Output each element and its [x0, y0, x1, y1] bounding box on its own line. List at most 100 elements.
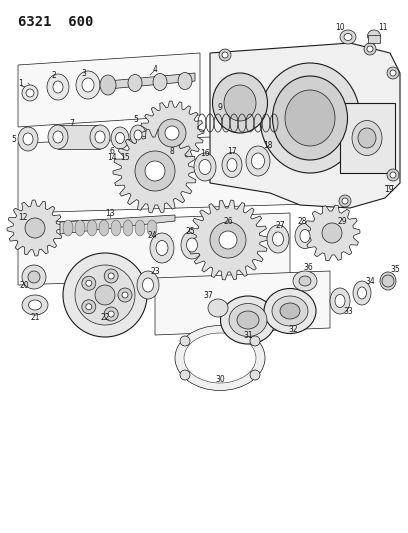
Ellipse shape	[99, 220, 109, 236]
Ellipse shape	[273, 232, 284, 246]
Ellipse shape	[178, 72, 192, 90]
Ellipse shape	[90, 125, 110, 149]
Text: 2: 2	[52, 70, 56, 79]
Circle shape	[122, 292, 128, 298]
Polygon shape	[18, 133, 340, 213]
Ellipse shape	[340, 30, 356, 44]
Ellipse shape	[213, 73, 268, 133]
Ellipse shape	[63, 220, 73, 236]
Ellipse shape	[353, 281, 371, 305]
Text: 29: 29	[337, 216, 347, 225]
Polygon shape	[60, 215, 175, 234]
Text: 14: 14	[107, 154, 117, 163]
Ellipse shape	[335, 295, 345, 308]
Text: 32: 32	[288, 325, 298, 334]
Ellipse shape	[229, 303, 267, 336]
Ellipse shape	[22, 295, 48, 315]
Ellipse shape	[115, 133, 124, 143]
Polygon shape	[108, 73, 195, 89]
Circle shape	[250, 370, 260, 380]
Polygon shape	[210, 43, 400, 208]
Ellipse shape	[264, 288, 316, 334]
Text: 6321  600: 6321 600	[18, 15, 93, 29]
Circle shape	[219, 231, 237, 249]
Text: 9: 9	[217, 103, 222, 112]
Text: 18: 18	[263, 141, 273, 149]
Ellipse shape	[251, 153, 264, 169]
Circle shape	[158, 119, 186, 147]
Circle shape	[28, 271, 40, 283]
Text: 19: 19	[384, 185, 394, 194]
Text: 10: 10	[335, 23, 345, 33]
Ellipse shape	[208, 299, 228, 317]
Text: 15: 15	[120, 154, 130, 163]
Circle shape	[104, 269, 118, 283]
Text: 24: 24	[147, 230, 157, 239]
Ellipse shape	[293, 271, 317, 291]
Text: 7: 7	[69, 118, 74, 127]
Ellipse shape	[272, 296, 308, 326]
Circle shape	[180, 370, 190, 380]
Ellipse shape	[330, 288, 350, 314]
Text: 36: 36	[303, 263, 313, 272]
Ellipse shape	[260, 63, 360, 173]
Ellipse shape	[380, 272, 396, 290]
Bar	[58, 125, 100, 149]
Text: 21: 21	[30, 313, 40, 322]
Text: 11: 11	[378, 22, 388, 31]
Ellipse shape	[222, 152, 242, 177]
Ellipse shape	[29, 300, 42, 310]
Circle shape	[104, 307, 118, 321]
Ellipse shape	[224, 85, 256, 121]
Text: 5: 5	[11, 134, 16, 143]
Ellipse shape	[220, 296, 275, 344]
Circle shape	[165, 126, 179, 140]
Ellipse shape	[111, 127, 129, 149]
Text: 17: 17	[227, 147, 237, 156]
Ellipse shape	[123, 220, 133, 236]
Ellipse shape	[130, 125, 146, 145]
Ellipse shape	[142, 278, 153, 292]
Ellipse shape	[357, 287, 366, 299]
Circle shape	[22, 85, 38, 101]
Polygon shape	[7, 200, 63, 256]
Circle shape	[387, 67, 399, 79]
Text: 13: 13	[105, 208, 115, 217]
Ellipse shape	[135, 220, 145, 236]
Circle shape	[222, 52, 228, 58]
Text: 26: 26	[223, 216, 233, 225]
Ellipse shape	[147, 220, 157, 236]
Ellipse shape	[23, 133, 33, 145]
Circle shape	[342, 198, 348, 204]
Ellipse shape	[237, 311, 259, 329]
Circle shape	[390, 172, 396, 178]
Circle shape	[250, 336, 260, 346]
Circle shape	[86, 280, 92, 286]
Circle shape	[25, 218, 45, 238]
Bar	[368, 35, 380, 43]
Ellipse shape	[199, 159, 211, 174]
Circle shape	[82, 276, 96, 290]
Circle shape	[108, 273, 114, 279]
Ellipse shape	[18, 127, 38, 151]
Circle shape	[108, 311, 114, 317]
Ellipse shape	[358, 128, 376, 148]
Text: 4: 4	[153, 66, 157, 75]
Ellipse shape	[47, 74, 69, 100]
Ellipse shape	[368, 30, 381, 42]
Polygon shape	[18, 213, 290, 285]
Text: 12: 12	[18, 213, 27, 222]
Circle shape	[210, 222, 246, 258]
Ellipse shape	[137, 271, 159, 299]
Circle shape	[382, 275, 394, 287]
Text: 25: 25	[185, 227, 195, 236]
Text: 23: 23	[150, 266, 160, 276]
Text: 8: 8	[170, 148, 174, 157]
Ellipse shape	[100, 75, 116, 95]
Ellipse shape	[299, 276, 311, 286]
Text: 30: 30	[215, 376, 225, 384]
Circle shape	[26, 89, 34, 97]
Ellipse shape	[186, 238, 197, 252]
Circle shape	[180, 336, 190, 346]
Polygon shape	[140, 101, 204, 165]
